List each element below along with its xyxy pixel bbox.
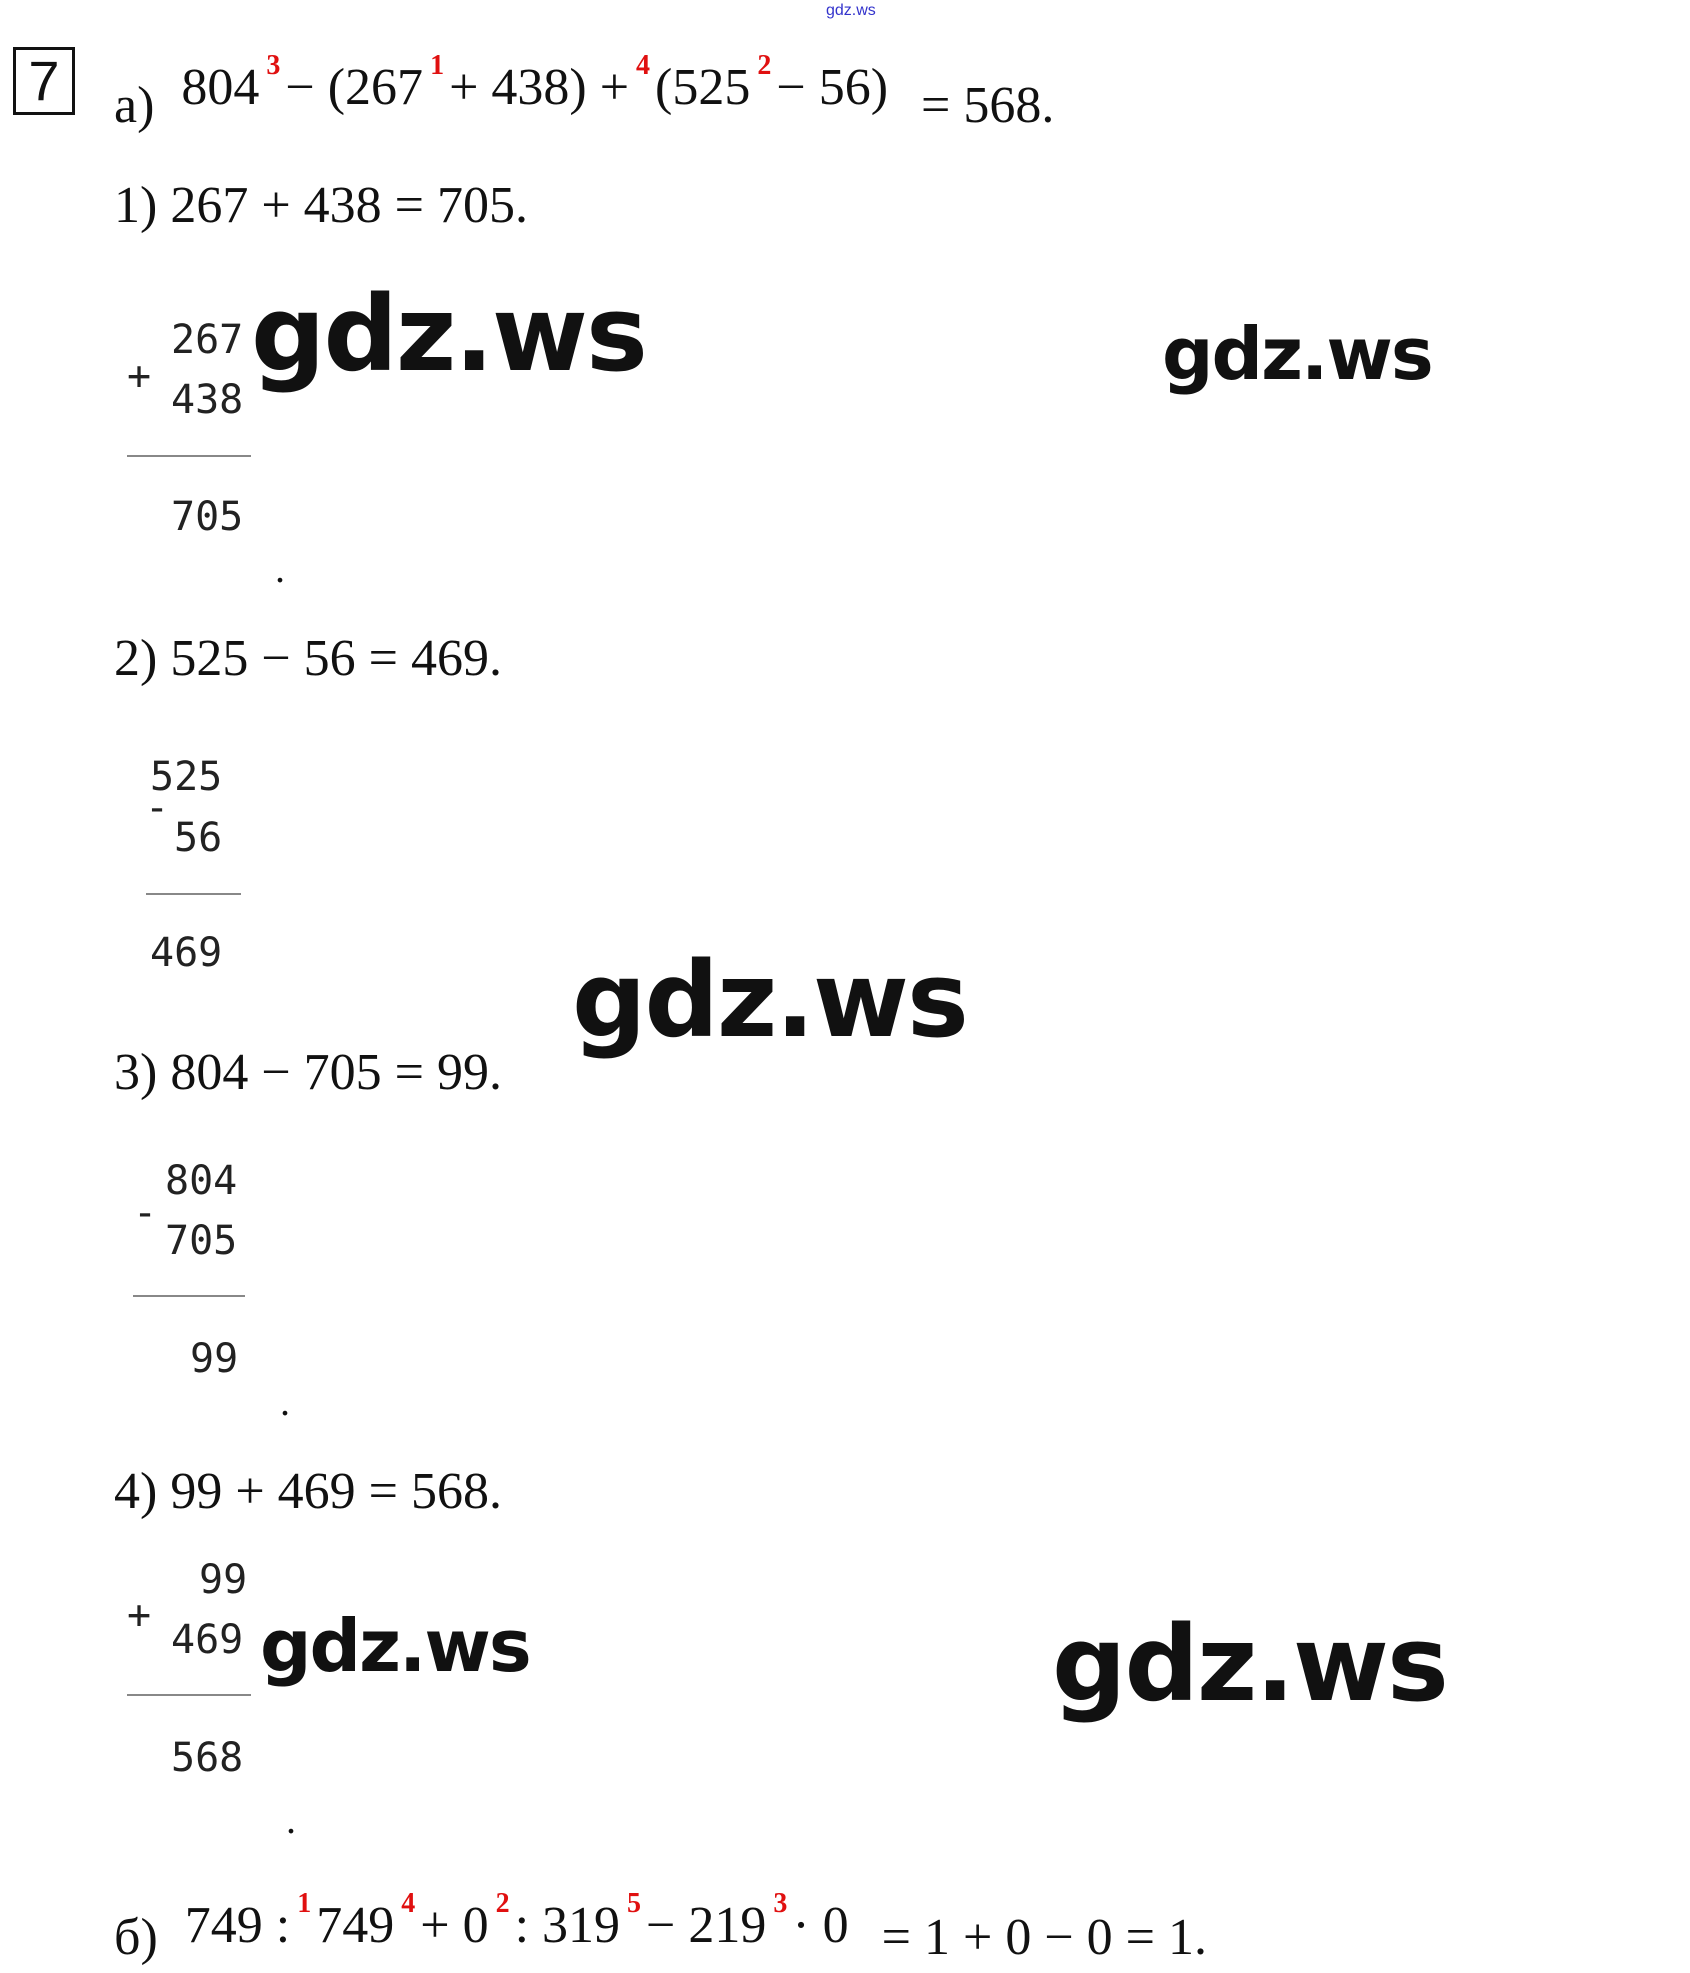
part-a-label: а)	[114, 77, 155, 134]
expr-op: :	[514, 1897, 530, 1954]
step-3-text: 3) 804 − 705 = 99.	[114, 1044, 502, 1101]
column-rule	[127, 1694, 251, 1696]
step-1-text: 1) 267 + 438 = 705.	[114, 177, 528, 234]
column-top: 804	[165, 1158, 238, 1204]
expr-term: (267	[327, 59, 424, 116]
expr-op: −	[646, 1897, 676, 1954]
watermark: gdz.ws	[572, 939, 969, 1061]
step-2-text: 2) 525 − 56 = 469.	[114, 630, 502, 687]
column-rule	[146, 893, 241, 895]
order-mark: 1	[297, 1888, 312, 1919]
column-top: 99	[199, 1557, 248, 1603]
expr-term: 438)	[491, 59, 587, 116]
column-bottom: 705	[165, 1218, 238, 1264]
expr-op: −	[776, 59, 806, 116]
column-rule	[133, 1295, 245, 1297]
column-operator: -	[145, 785, 170, 831]
part-b-expression: б) 749 : 1 749 4 + 0 2 : 319 5 − 219 3 ·…	[114, 1890, 1207, 1964]
column-bottom: 469	[171, 1617, 244, 1663]
header-watermark-link[interactable]: gdz.ws	[826, 2, 876, 19]
order-mark: 4	[401, 1888, 416, 1919]
part-a-expression: а) 804 3 − (267 1 + 438) + 4 (525 2 − 56…	[114, 52, 1054, 132]
column-operator: +	[127, 353, 152, 399]
expr-op: +	[599, 59, 630, 116]
expr-term: 56)	[818, 59, 889, 116]
expr-op: +	[449, 59, 479, 116]
task-number: 7	[13, 47, 75, 115]
step-4-text: 4) 99 + 469 = 568.	[114, 1463, 502, 1520]
column-top: 267	[171, 317, 244, 363]
expr-term: 319	[542, 1897, 621, 1954]
dot: .	[280, 1379, 290, 1424]
watermark: gdz.ws	[1052, 1603, 1449, 1725]
column-rule	[127, 455, 251, 457]
column-operator: +	[127, 1592, 152, 1638]
expr-term: (525	[655, 59, 751, 116]
expr-term: 749	[184, 1897, 263, 1954]
column-top: 525	[150, 754, 223, 800]
column-result: 469	[150, 930, 223, 976]
dot: .	[286, 1797, 296, 1842]
order-mark: 4	[636, 50, 651, 81]
order-mark: 3	[266, 50, 281, 81]
part-b-result: = 1 + 0 − 0 = 1.	[881, 1909, 1207, 1966]
order-mark: 5	[627, 1888, 642, 1919]
expr-term: 749	[316, 1897, 395, 1954]
expr-term: 219	[688, 1897, 767, 1954]
column-result: 705	[171, 494, 244, 540]
column-operator: -	[133, 1190, 158, 1236]
watermark: gdz.ws	[1162, 312, 1434, 396]
column-bottom: 438	[171, 377, 244, 423]
watermark: gdz.ws	[251, 273, 648, 395]
column-result: 568	[171, 1735, 244, 1781]
part-a-result: = 568.	[921, 77, 1055, 134]
expr-op: ·	[792, 1897, 810, 1954]
watermark: gdz.ws	[260, 1604, 532, 1688]
column-bottom: 56	[174, 815, 223, 861]
expr-op: :	[275, 1897, 291, 1954]
part-b-label: б)	[114, 1909, 158, 1966]
dot: .	[275, 546, 285, 591]
expr-op: −	[285, 59, 315, 116]
expr-term: 804	[181, 59, 260, 116]
expr-term: 0	[462, 1897, 489, 1954]
order-mark: 1	[430, 50, 445, 81]
column-result: 99	[190, 1336, 239, 1382]
expr-term: 0	[822, 1897, 849, 1954]
order-mark: 2	[495, 1888, 510, 1919]
order-mark: 2	[757, 50, 772, 81]
expr-op: +	[420, 1897, 450, 1954]
order-mark: 3	[773, 1888, 788, 1919]
